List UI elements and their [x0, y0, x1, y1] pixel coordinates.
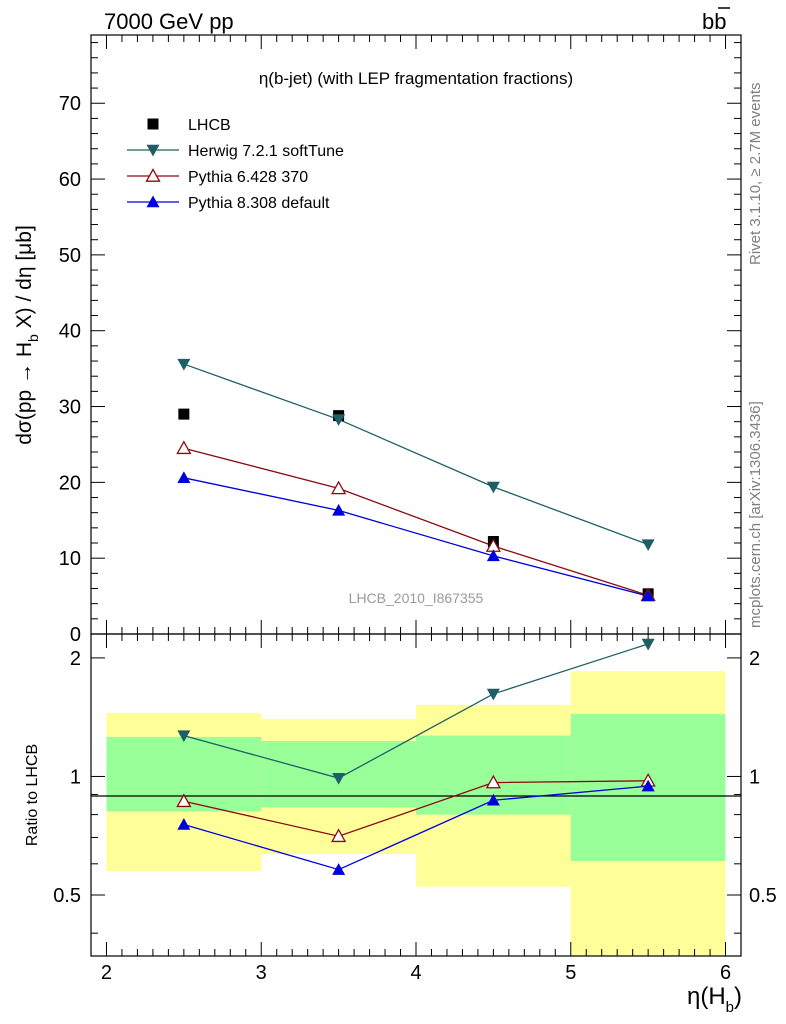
main-data-point [177, 358, 191, 371]
legend-marker [146, 195, 160, 208]
ratio-y-tick-label-left: 2 [70, 648, 81, 670]
ratio-y-tick-label-right: 2 [749, 648, 760, 670]
header-right-bbar: b [714, 9, 726, 34]
xlabel-post: ) [734, 983, 742, 1010]
main-y-tick-label: 70 [59, 93, 81, 115]
ratio-data-point [332, 863, 346, 875]
ratio-axis-ticks: 0.5 0.5 1 1 2 2 2 3 4 5 6 [53, 634, 777, 984]
main-data-point [178, 408, 190, 420]
main-y-tick-label: 10 [59, 548, 81, 570]
main-data-point [332, 503, 346, 516]
legend-label: Herwig 7.2.1 softTune [188, 143, 344, 160]
ratio-plot-frame [90, 633, 742, 957]
ratio-data-point [641, 638, 655, 651]
ratio-data-point [177, 818, 191, 830]
main-data-point [176, 440, 192, 455]
ratio-data-point [177, 730, 191, 743]
main-y-tick-label: 40 [59, 321, 81, 343]
ylabel-sub: b [25, 334, 41, 342]
ratio-data-point [641, 779, 655, 792]
main-y-tick-label: 50 [59, 245, 81, 267]
x-tick-label: 3 [256, 962, 267, 984]
ratio-data-point [331, 828, 347, 843]
ratio-data-point [332, 772, 346, 785]
main-data-point [331, 480, 347, 495]
rivet-version-label: Rivet 3.1.10, ≥ 2.7M events [747, 83, 764, 266]
ratio-plot-panel: 0.5 0.5 1 1 2 2 2 3 4 5 6 Ratio to LHCB η(Hb) [24, 633, 777, 1016]
ratio-y-tick-label-left: 0.5 [53, 885, 81, 907]
header-right-b: b [702, 9, 714, 34]
ratio-series-group [176, 638, 656, 875]
main-data-point [641, 539, 655, 552]
ratio-y-axis-label: Ratio to LHCB [24, 744, 41, 846]
legend-marker [146, 144, 160, 157]
ratio-data-point [486, 793, 500, 806]
ratio-data-point [485, 774, 501, 789]
main-data-point [486, 481, 500, 494]
x-tick-label: 2 [101, 962, 112, 984]
legend: LHCB Herwig 7.2.1 softTune Pythia 6.428 37… [127, 117, 344, 212]
x-tick-label: 5 [565, 962, 576, 984]
ratio-series-line [183, 643, 649, 779]
main-y-tick-label: 0 [70, 624, 81, 646]
ratio-y-tick-label-left: 1 [70, 766, 81, 788]
main-data-point [486, 549, 500, 562]
main-data-point [641, 589, 655, 602]
ratio-y-tick-label-right: 0.5 [749, 885, 777, 907]
main-y-tick-label: 60 [59, 169, 81, 191]
main-y-tick-label: 20 [59, 472, 81, 494]
main-y-axis-label: dσ(pp → Hb X) / dη [μb] [13, 225, 41, 445]
legend-marker [145, 168, 161, 182]
ylabel-pre: dσ(pp → H [13, 342, 36, 445]
ratio-data-point [176, 793, 192, 808]
ratio-series-line [183, 780, 649, 837]
ratio-data-point [486, 688, 500, 701]
main-series-line [183, 477, 649, 597]
main-plot-title: η(b-jet) (with LEP fragmentation fractio… [259, 69, 573, 88]
main-plot-panel: η(b-jet) (with LEP fragmentation fractio… [13, 34, 742, 646]
mcplots-label: mcplots.cern.ch [arXiv:1306.3436] [747, 401, 764, 628]
xlabel-sub: b [726, 999, 734, 1016]
main-series-group [176, 358, 656, 602]
legend-label: Pythia 8.308 default [188, 195, 330, 212]
legend-marker [147, 118, 159, 130]
x-tick-label: 4 [410, 962, 421, 984]
header-left-label: 7000 GeV pp [104, 9, 234, 34]
main-data-point [332, 414, 346, 426]
main-axis-ticks: 0 10 20 30 40 50 60 70 [59, 35, 741, 646]
x-axis-label: η(Hb) [687, 983, 742, 1016]
analysis-watermark: LHCB_2010_I867355 [349, 590, 484, 606]
legend-label: LHCB [188, 117, 231, 134]
ratio-series-line [183, 785, 649, 871]
ylabel-post: X) / dη [μb] [13, 225, 36, 334]
main-data-point [177, 471, 191, 484]
header-right-label: bb [702, 9, 727, 34]
legend-label: Pythia 6.428 370 [188, 169, 308, 186]
x-tick-label: 6 [720, 962, 731, 984]
main-series-line [183, 447, 649, 596]
ratio-y-tick-label-right: 1 [749, 766, 760, 788]
xlabel-pre: η(H [687, 983, 726, 1010]
ratio-uncertainty-bands [106, 671, 726, 956]
main-y-tick-label: 30 [59, 397, 81, 419]
main-series-line [183, 363, 649, 546]
